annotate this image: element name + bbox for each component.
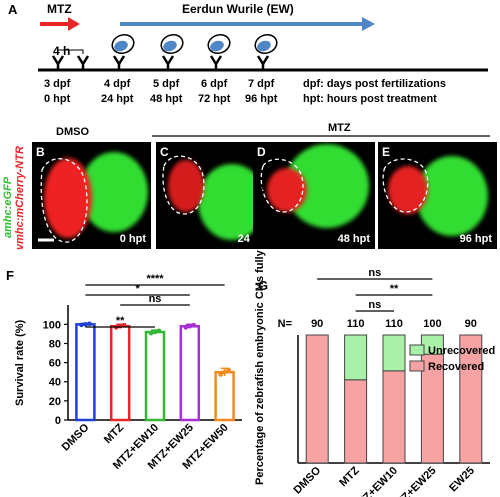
g-bar-segment: [459, 334, 483, 464]
g-legend-swatch: [409, 360, 425, 372]
g-bar-segment: [305, 334, 329, 464]
f-data-point: [152, 329, 158, 335]
g-x-tick-label: DMSO: [292, 464, 324, 496]
panel-e-time: 96 hpt: [459, 233, 492, 245]
channel-labels: amhc:eGFP: [2, 177, 14, 238]
legend-hpt: hpt: hours post treatment: [303, 93, 437, 105]
g-sig-label: ns: [368, 299, 381, 311]
f-y-tick-label: 40: [49, 377, 61, 389]
g-bar-segment: [344, 379, 368, 464]
g-n-value: 110: [385, 318, 403, 330]
mtz-treatment-label: MTZ: [47, 2, 72, 16]
g-bar-segment: [382, 370, 406, 464]
panel-e-label: E: [382, 145, 391, 159]
timepoint-hpt: 24 hpt: [101, 93, 134, 105]
f-data-point: [226, 367, 231, 373]
f-data-point: [83, 322, 88, 327]
drop-icon: [111, 33, 135, 55]
panel-f-label: F: [6, 268, 14, 283]
timepoint-hpt: 96 hpt: [245, 93, 278, 105]
g-legend-label: Unrecovered: [428, 345, 495, 357]
f-sig-label: ns: [149, 293, 162, 305]
ew-treatment-label: Eerdun Wurile (EW): [182, 2, 294, 16]
micrograph-d: D 48 hpt: [253, 142, 375, 249]
g-legend-swatch: [409, 344, 425, 356]
g-legend-label: Recovered: [428, 361, 484, 373]
f-data-point: [183, 325, 189, 330]
f-sig-label: **: [116, 315, 125, 327]
panel-c-label: C: [160, 145, 169, 159]
timepoint-hpt: 0 hpt: [44, 93, 71, 105]
timeline-schematic: [38, 17, 488, 72]
f-bar: [75, 323, 96, 422]
f-data-point: [222, 369, 227, 375]
panel-d-time: 48 hpt: [337, 233, 370, 245]
g-n-value: 110: [347, 318, 365, 330]
panel-b-label: B: [36, 145, 45, 159]
panel-g-label: G: [258, 278, 269, 293]
f-sig-label: ****: [146, 273, 164, 285]
f-y-tick-label: 20: [49, 396, 61, 408]
f-y-tick-label: 100: [43, 319, 61, 331]
g-sig-label: **: [390, 283, 399, 295]
timeline-ticks: [51, 55, 270, 70]
f-y-tick-label: 80: [49, 338, 61, 350]
micrograph-e: E 96 hpt: [378, 142, 497, 249]
f-data-point: [156, 328, 162, 334]
mtz-title: MTZ: [328, 122, 351, 134]
micrograph-b: B 0 hpt: [32, 142, 151, 249]
timepoint-dpf: 4 dpf: [104, 78, 131, 90]
f-sig-label: *: [135, 283, 140, 295]
g-sig-label: ns: [368, 267, 381, 279]
panel-d-label: D: [257, 145, 266, 159]
g-n-value: 90: [465, 318, 477, 330]
interval-label: 4 h: [53, 44, 71, 58]
timepoint-hpt: 48 hpt: [150, 93, 183, 105]
timepoint-hpt: 72 hpt: [198, 93, 231, 105]
timepoint-dpf: 6 dpf: [201, 78, 228, 90]
drop-icon: [254, 33, 278, 55]
dmso-title: DMSO: [56, 126, 89, 138]
g-x-tick-label: EW25: [447, 465, 477, 495]
f-bar: [109, 325, 131, 422]
panel-b-time: 0 hpt: [119, 233, 146, 245]
f-data-point: [191, 322, 197, 328]
mtz-bracket: [152, 135, 490, 137]
f-data-point: [121, 322, 127, 328]
f-y-tick-label: 0: [55, 415, 61, 427]
panel-a-label: A: [8, 2, 18, 17]
g-bar-segment: [344, 334, 368, 381]
g-n-value: 100: [423, 318, 441, 330]
ew-arrow: [120, 17, 375, 31]
timepoint-dpf: 7 dpf: [248, 78, 275, 90]
g-n-prefix: N=: [278, 318, 292, 330]
timepoint-dpf: 5 dpf: [153, 78, 180, 90]
f-x-tick-label: DMSO: [60, 421, 92, 453]
channel-labels-red: vmhc:mCherry-NTR: [14, 146, 26, 250]
f-bar: [179, 325, 201, 422]
f-x-tick-label: MTZ: [102, 421, 127, 446]
g-n-value: 90: [311, 318, 323, 330]
timepoint-dpf: 3 dpf: [44, 78, 71, 90]
f-data-point: [148, 330, 154, 336]
f-y-tick-label: 60: [49, 358, 61, 370]
g-bar-segment: [382, 334, 406, 372]
mtz-arrow: [40, 17, 80, 31]
drop-icon: [160, 33, 184, 55]
f-data-point: [87, 321, 92, 327]
legend-dpf: dpf: days post fertilizations: [303, 78, 447, 90]
drop-icon: [207, 33, 231, 55]
f-data-point: [187, 323, 193, 329]
f-data-point: [79, 322, 84, 328]
f-bar: [144, 330, 166, 422]
green-channel-label: amhc:eGFP: [2, 176, 14, 238]
f-bar: [214, 370, 235, 422]
g-x-tick-label: MTZ: [337, 464, 362, 489]
red-channel-label: vmhc:mCherry-NTR: [14, 146, 26, 250]
f-data-point: [218, 372, 223, 377]
